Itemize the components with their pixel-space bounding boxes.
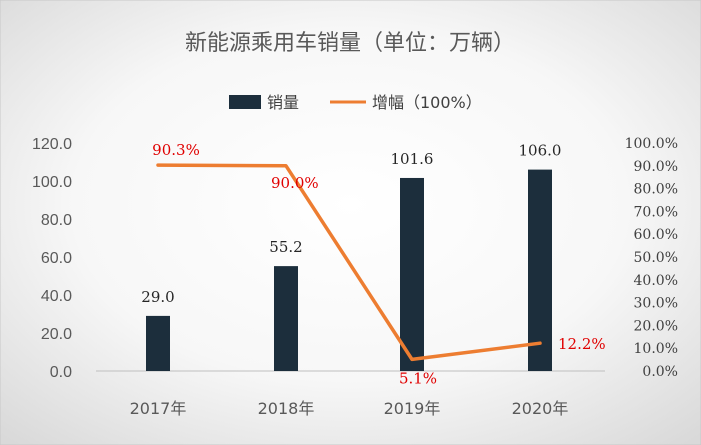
bar-series: [146, 169, 552, 371]
legend-label-line: 增幅（100%）: [372, 93, 482, 112]
left-axis: 0.0 20.0 40.0 60.0 80.0 100.0 120.0: [32, 136, 72, 381]
left-tick-label: 120.0: [32, 136, 72, 153]
x-axis: 2017年 2018年 2019年 2020年: [130, 399, 569, 418]
bar-value-label: 101.6: [391, 150, 434, 168]
right-tick-label: 70.0%: [634, 204, 678, 220]
bar-value-label: 106.0: [519, 142, 562, 160]
right-tick-label: 100.0%: [625, 136, 678, 152]
right-tick-label: 60.0%: [634, 227, 678, 243]
data-labels: 29.0 55.2 101.6 106.0 90.3% 90.0% 5.1% 12.2%: [141, 141, 605, 387]
right-tick-label: 50.0%: [634, 250, 678, 266]
left-tick-label: 40.0: [41, 288, 72, 305]
right-tick-label: 20.0%: [634, 318, 678, 334]
x-tick-label: 2018年: [258, 399, 315, 418]
growth-value-label: 12.2%: [558, 335, 606, 353]
left-tick-label: 60.0: [41, 250, 72, 267]
growth-value-label: 90.0%: [271, 174, 319, 192]
bar-value-label: 29.0: [141, 288, 174, 306]
growth-line: [156, 163, 542, 362]
legend-label-bar: 销量: [267, 93, 299, 112]
left-tick-label: 20.0: [41, 326, 72, 343]
growth-value-label: 5.1%: [399, 369, 437, 387]
x-tick-label: 2020年: [512, 399, 569, 418]
bar: [146, 315, 170, 371]
right-tick-label: 10.0%: [634, 341, 678, 357]
bar: [528, 169, 552, 371]
left-tick-label: 80.0: [41, 212, 72, 229]
chart-title: 新能源乘用车销量（单位：万辆）: [185, 31, 515, 56]
left-tick-label: 100.0: [32, 174, 72, 191]
bar-value-label: 55.2: [269, 238, 302, 256]
left-tick-label: 0.0: [50, 364, 72, 381]
right-axis: 0.0% 10.0% 20.0% 30.0% 40.0% 50.0% 60.0% 70.0% 8…: [625, 136, 678, 380]
right-tick-label: 40.0%: [634, 273, 678, 289]
bar: [274, 266, 298, 371]
x-tick-label: 2019年: [384, 399, 441, 418]
x-tick-label: 2017年: [130, 399, 187, 418]
bar: [400, 177, 424, 371]
line-series: [156, 163, 542, 362]
right-tick-label: 90.0%: [634, 159, 678, 175]
right-tick-label: 80.0%: [634, 182, 678, 198]
growth-value-label: 90.3%: [152, 141, 200, 159]
legend: 销量 增幅（100%）: [229, 93, 482, 112]
legend-swatch-bar: [229, 95, 261, 109]
right-tick-label: 0.0%: [642, 364, 678, 380]
right-tick-label: 30.0%: [634, 296, 678, 312]
